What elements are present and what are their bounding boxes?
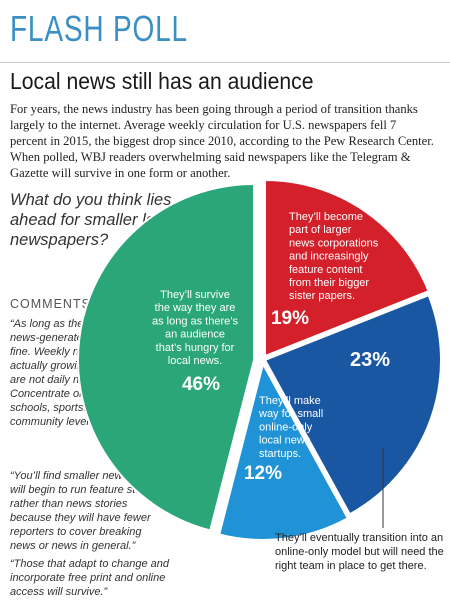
section-title: FLASH POLL xyxy=(10,8,188,49)
chart-title: What do you think lies ahead for smaller… xyxy=(10,191,176,249)
header-bar: FLASH POLL xyxy=(0,0,450,63)
pie-slice-2 xyxy=(264,178,430,358)
slice-percent-3: 23% xyxy=(350,349,390,371)
pie-slice-3 xyxy=(263,293,442,516)
pie-slice-1 xyxy=(77,182,255,532)
callout-online-transition: They’ll eventually transition into an on… xyxy=(275,532,444,572)
slice-percent-2: 19% xyxy=(271,308,309,329)
headline: Local news still has an audience xyxy=(10,68,314,94)
comments-heading: COMMENTS: xyxy=(10,297,96,311)
slice-label-1: They’ll survive the way they are as long a… xyxy=(152,289,239,367)
pie-slice-4 xyxy=(218,361,350,541)
slice-percent-1: 46% xyxy=(182,374,220,395)
slice-label-4: They’ll make way for small online-only loca… xyxy=(258,395,323,460)
comment-2: “You’ll find smaller newspapers will beg… xyxy=(10,470,162,552)
intro-paragraph: For years, the news industry has been go… xyxy=(10,102,434,180)
comment-3: “Those that adapt to change and incorpor… xyxy=(10,558,170,598)
slice-label-2: They’ll become part of larger news corpora… xyxy=(289,211,379,302)
slice-percent-4: 12% xyxy=(244,463,282,484)
